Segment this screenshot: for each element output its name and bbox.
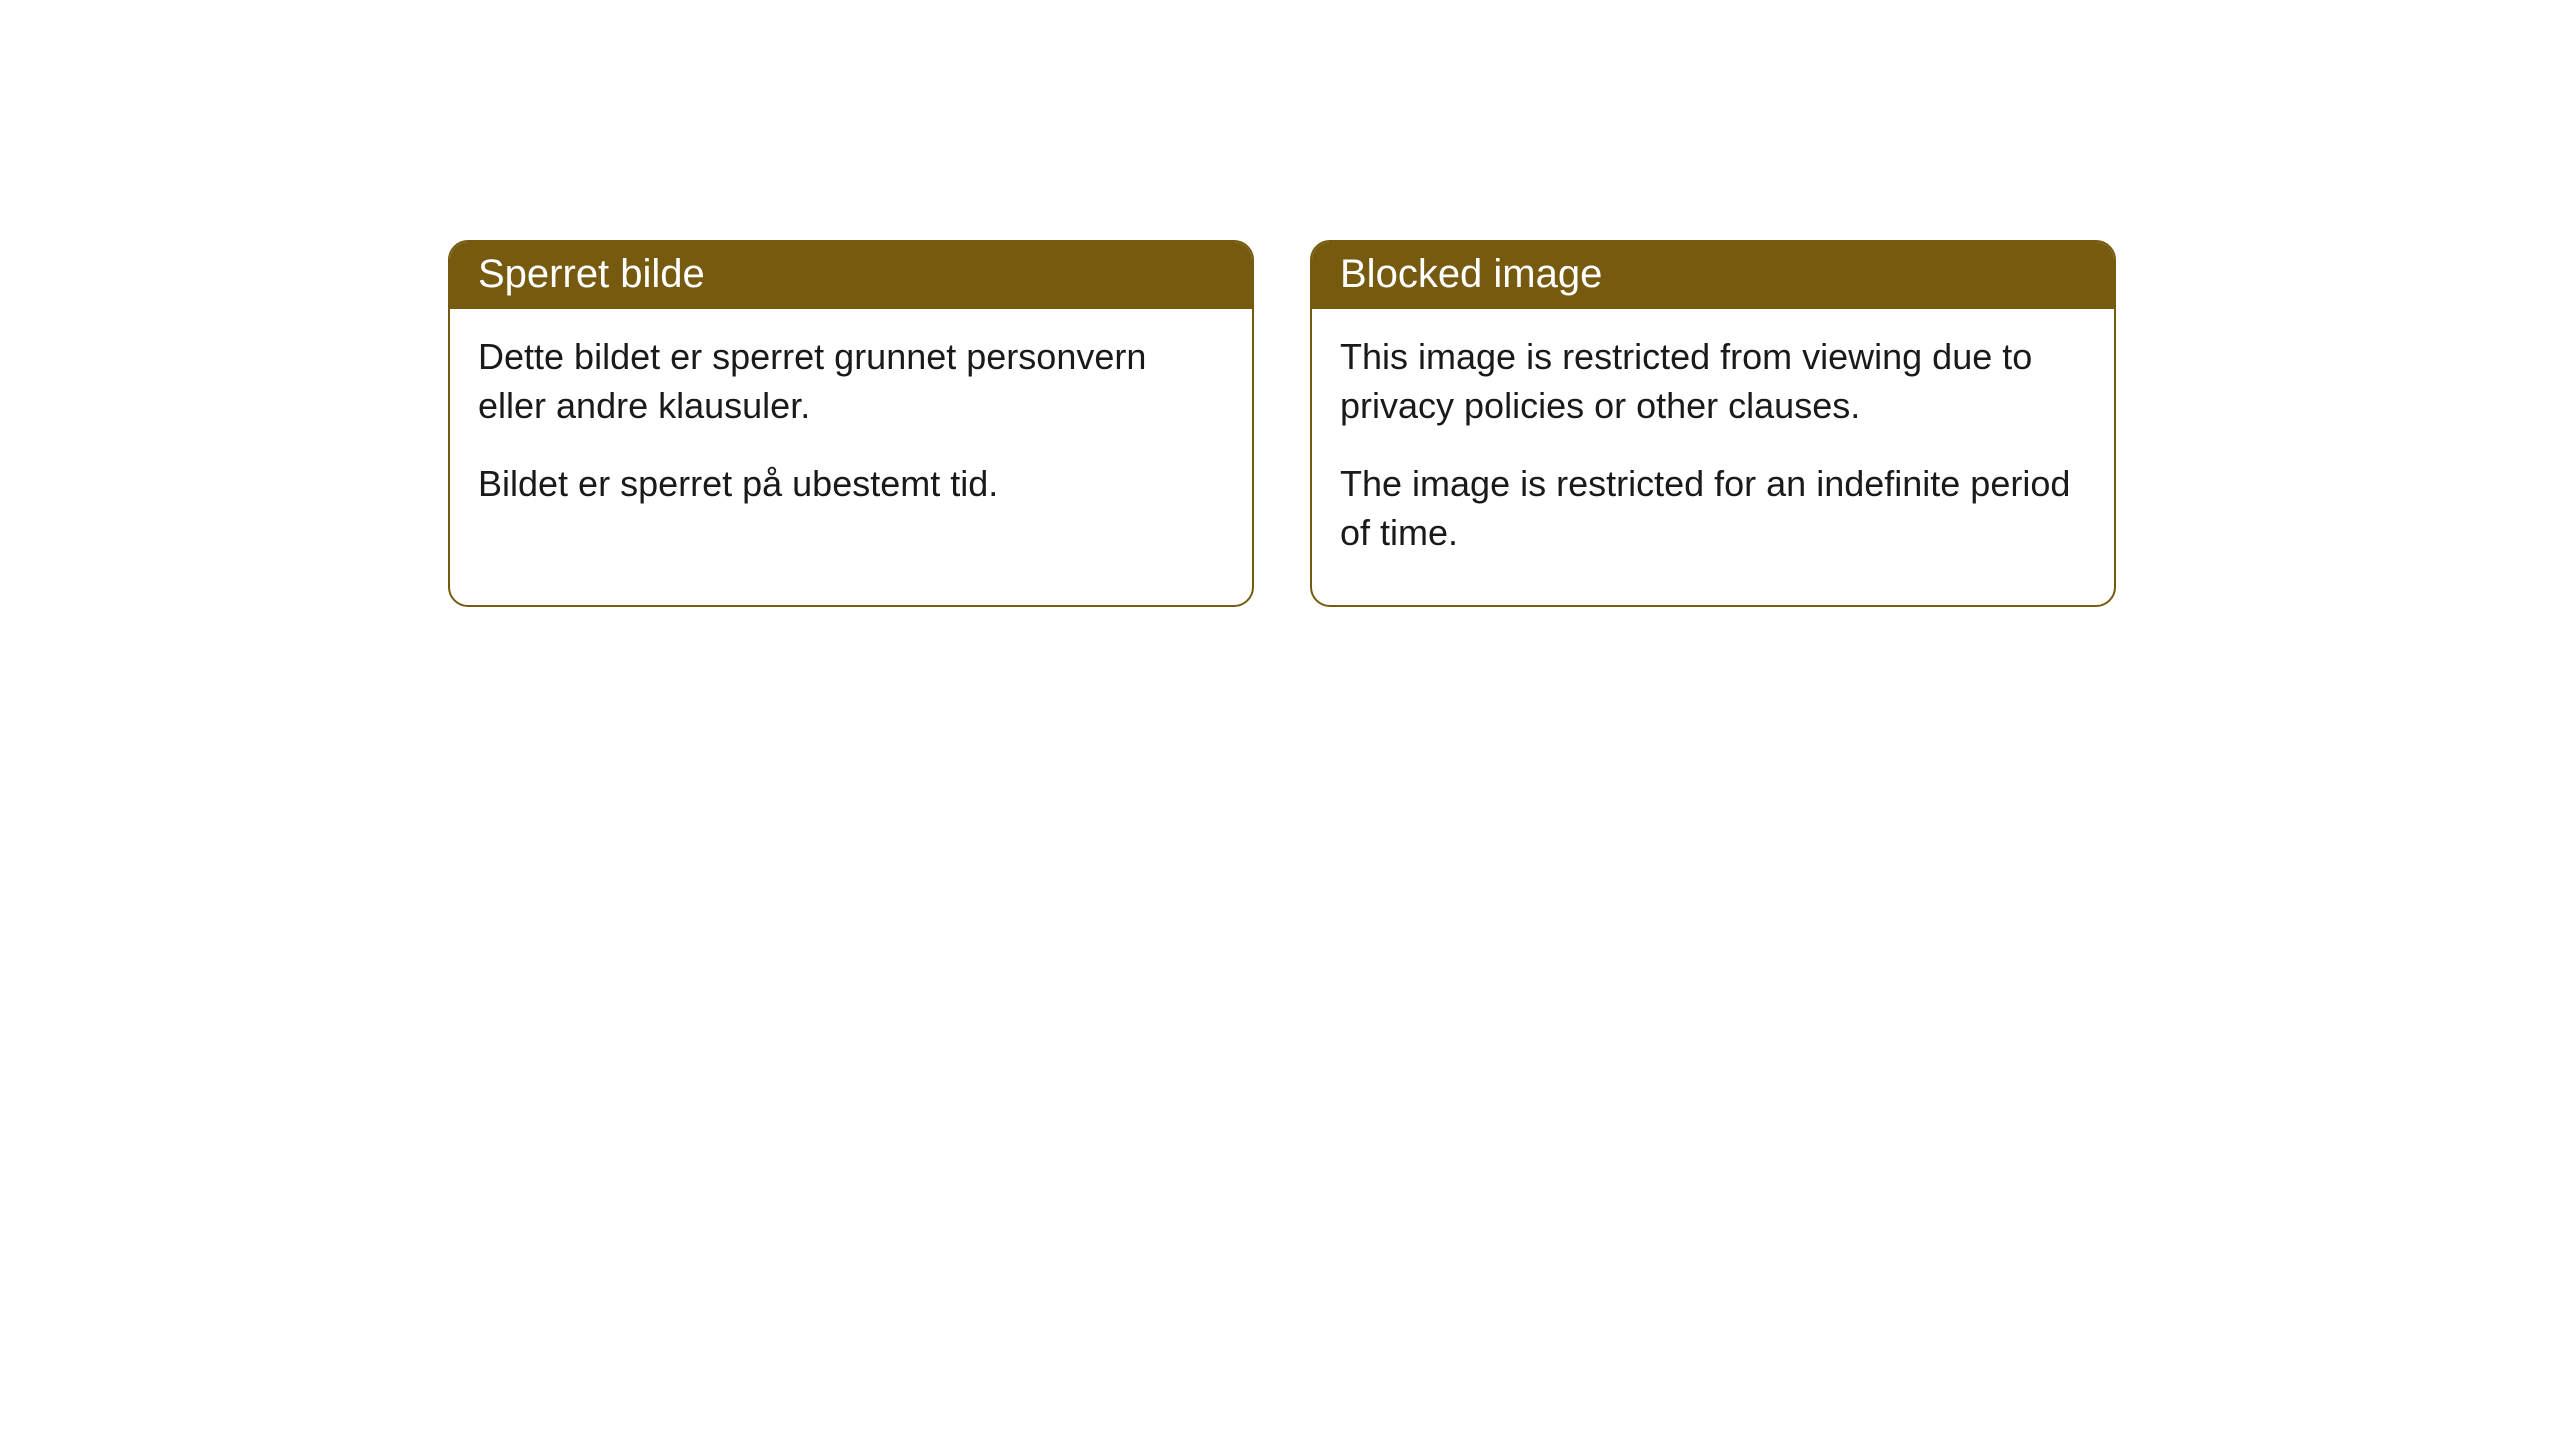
card-paragraph: Bildet er sperret på ubestemt tid.	[478, 460, 1224, 509]
card-body-norwegian: Dette bildet er sperret grunnet personve…	[450, 309, 1252, 557]
cards-container: Sperret bilde Dette bildet er sperret gr…	[0, 0, 2560, 607]
card-body-english: This image is restricted from viewing du…	[1312, 309, 2114, 605]
card-norwegian: Sperret bilde Dette bildet er sperret gr…	[448, 240, 1254, 607]
card-header-norwegian: Sperret bilde	[450, 242, 1252, 309]
card-paragraph: This image is restricted from viewing du…	[1340, 333, 2086, 430]
card-paragraph: Dette bildet er sperret grunnet personve…	[478, 333, 1224, 430]
card-header-english: Blocked image	[1312, 242, 2114, 309]
card-english: Blocked image This image is restricted f…	[1310, 240, 2116, 607]
card-paragraph: The image is restricted for an indefinit…	[1340, 460, 2086, 557]
